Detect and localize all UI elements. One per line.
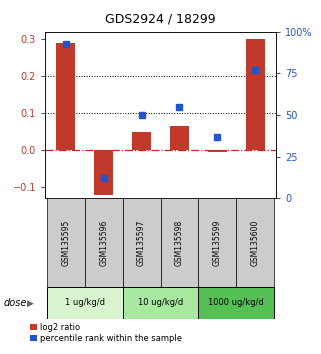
Bar [85,198,123,287]
Text: 1 ug/kg/d: 1 ug/kg/d [65,298,105,307]
Legend: log2 ratio, percentile rank within the sample: log2 ratio, percentile rank within the s… [30,323,182,343]
Text: GSM135595: GSM135595 [61,219,70,266]
Bar [236,198,274,287]
Bar [208,150,227,152]
Text: dose: dose [3,298,27,308]
Text: ▶: ▶ [27,299,34,308]
Bar [198,287,274,319]
Bar [123,198,160,287]
Bar [47,198,85,287]
Bar [47,287,123,319]
Bar [56,43,75,150]
Text: GSM135598: GSM135598 [175,219,184,266]
Text: GSM135599: GSM135599 [213,219,222,266]
Bar [198,198,236,287]
Text: GSM135600: GSM135600 [251,219,260,266]
Bar [160,198,198,287]
Bar [132,132,151,150]
Bar [246,39,265,150]
Text: GSM135597: GSM135597 [137,219,146,266]
Text: 10 ug/kg/d: 10 ug/kg/d [138,298,183,307]
Bar [94,150,113,195]
Bar [123,287,198,319]
Text: 1000 ug/kg/d: 1000 ug/kg/d [208,298,264,307]
Bar [170,126,189,150]
Text: GDS2924 / 18299: GDS2924 / 18299 [105,12,216,25]
Text: GSM135596: GSM135596 [99,219,108,266]
